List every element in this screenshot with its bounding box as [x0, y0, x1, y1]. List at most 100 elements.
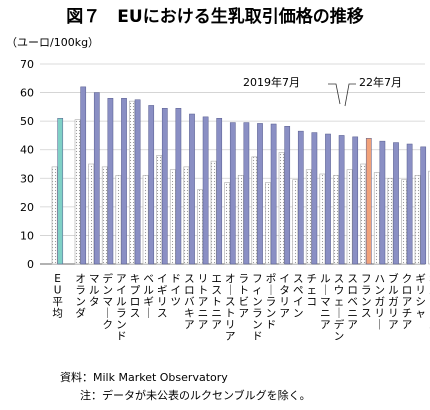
bar-2022 [134, 99, 141, 265]
bar-2022 [420, 146, 427, 265]
category-label: オ｜ストリア [225, 273, 236, 343]
category-label: フィンランド [252, 273, 263, 343]
bar-2022 [338, 135, 345, 265]
bar-2019 [333, 175, 339, 265]
bar-2019 [88, 163, 95, 265]
chart-title: 図７ EUにおける生乳取引価格の推移 [66, 6, 363, 27]
bar-2022 [243, 122, 250, 265]
bar-2022 [229, 122, 236, 265]
y-tick-label: 40 [20, 144, 34, 157]
bar-2019 [387, 177, 394, 265]
bar-2019 [115, 175, 122, 265]
category-label: クロアチア [402, 273, 413, 331]
category-label: ポ｜ランド [266, 273, 277, 331]
legend-2022: 22年7月 [359, 75, 402, 89]
bar-2019 [278, 152, 285, 265]
category-label: ハンガリ｜ [375, 273, 386, 331]
bar-2019 [319, 173, 326, 265]
bar-2019 [51, 166, 58, 265]
bar-2019 [346, 169, 353, 265]
category-label: ベルギ｜ [143, 273, 154, 320]
category-label: フランス [361, 273, 372, 320]
legend-2019: 2019年7月 [243, 75, 300, 89]
bar-2019 [401, 179, 407, 265]
bar-2019 [360, 163, 367, 265]
bar-2022 [352, 136, 359, 265]
footnote: 注：データが未公表のルクセンブルグを除く。 [80, 388, 311, 402]
category-label: ギリシャ [415, 273, 426, 320]
y-tick-label: 10 [20, 229, 34, 242]
category-label: アイルランド [116, 273, 127, 343]
unit-label: （ユーロ/100kg） [6, 36, 99, 49]
bar-2019 [428, 170, 430, 265]
category-label: スウェ｜デン [334, 273, 345, 343]
bar-2019 [265, 182, 271, 265]
category-label: マルタ [89, 273, 100, 308]
category-label: オランダ [75, 273, 86, 320]
bar-2019 [129, 100, 135, 265]
category-label: イタリア [279, 273, 290, 320]
category-label: スロバキア [184, 273, 195, 331]
bar-2022 [270, 123, 277, 265]
y-tick-label: 60 [20, 87, 34, 100]
category-label: デンマ｜ク [103, 272, 114, 331]
bar-2022 [161, 108, 168, 265]
bar-2019 [183, 166, 190, 265]
bar-2019 [197, 189, 203, 265]
bar-2019 [74, 119, 81, 265]
bar-2022 [379, 140, 386, 265]
category-label: エストニア [211, 273, 222, 331]
category-label: E U 平均 [52, 273, 63, 320]
legend: 2019年7月 22年7月 [243, 75, 402, 107]
category-label: ドイツ [171, 273, 182, 308]
bar-2019 [237, 175, 244, 265]
y-tick-label: 50 [20, 115, 34, 128]
bar-2019 [224, 182, 231, 265]
bar-2022 [80, 86, 87, 265]
bar-2022 [284, 126, 291, 265]
category-label: キプロス [130, 273, 141, 320]
category-label: スペイン [293, 273, 304, 320]
category-label: ブルガリア [388, 272, 399, 331]
bar-2022 [202, 116, 209, 265]
bar-2019 [142, 175, 149, 265]
bar-2022 [325, 133, 331, 265]
bar-2022 [93, 92, 100, 265]
y-tick-label: 70 [20, 58, 34, 71]
bar-2022 [257, 123, 263, 265]
bar-2019 [156, 155, 163, 265]
y-tick-labels: 0 10 20 30 40 50 60 70 [20, 58, 34, 271]
category-label: ル｜マニア [320, 273, 331, 331]
source-note: 資料：Milk Market Observatory [60, 370, 228, 384]
bar-2022 [311, 132, 318, 265]
bar-2022 [365, 138, 372, 265]
bar-2022 [393, 142, 399, 265]
legend-line-2019 [328, 83, 341, 105]
bar-2019 [210, 160, 217, 265]
category-label: ポルトガル [429, 273, 430, 331]
category-label: イギリス [157, 273, 168, 320]
bar-2019 [414, 175, 421, 265]
bar-2022 [216, 118, 223, 265]
bar-2019 [373, 172, 380, 265]
category-label: リトアニア [198, 273, 209, 331]
bar-2022 [148, 105, 155, 265]
category-labels: E U 平均 オランダマルタデンマ｜クアイルランドキプロスベルギ｜イギリスドイツスロバ… [52, 272, 430, 343]
bar-2022 [406, 143, 413, 265]
category-label: ラトビア [239, 273, 250, 320]
bar-2022 [107, 98, 114, 265]
y-tick-label: 30 [20, 172, 34, 185]
bar-2019 [292, 179, 299, 265]
legend-line-2022 [344, 83, 356, 107]
bar-2019 [305, 169, 312, 265]
y-tick-label: 20 [20, 201, 34, 214]
bar-2019 [251, 156, 258, 265]
bar-2022 [57, 118, 64, 265]
bar-2022 [175, 108, 182, 265]
category-label: チェコ [307, 273, 318, 308]
bars [51, 86, 430, 265]
bar-2022 [189, 113, 195, 265]
category-label: スロベニア [347, 273, 358, 331]
y-tick-label: 0 [27, 258, 34, 271]
